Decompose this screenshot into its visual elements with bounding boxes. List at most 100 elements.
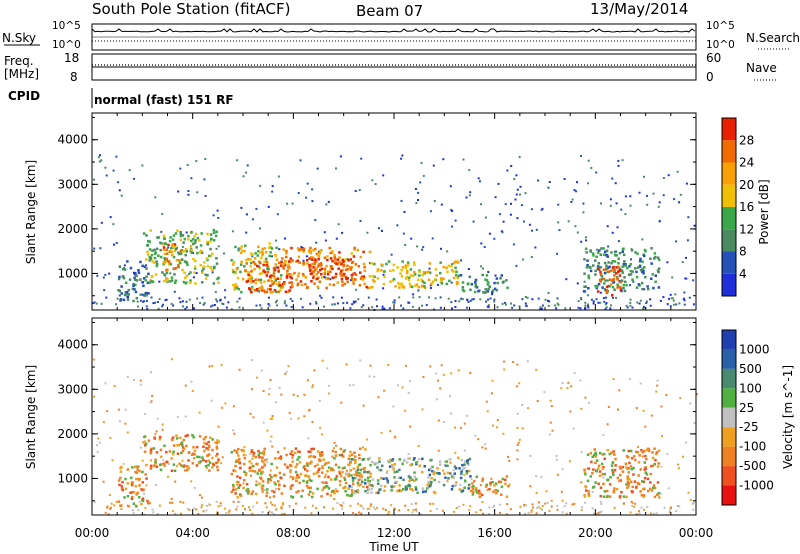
data-pixel: [521, 298, 524, 301]
data-pixel: [647, 489, 650, 493]
data-pixel: [474, 434, 477, 437]
data-pixel: [308, 455, 311, 459]
data-pixel: [196, 297, 199, 300]
data-pixel: [644, 471, 647, 474]
data-pixel: [245, 482, 249, 486]
data-pixel: [215, 500, 218, 503]
data-pixel: [210, 305, 213, 308]
data-pixel: [239, 247, 242, 250]
data-pixel: [631, 504, 634, 507]
data-pixel: [620, 491, 623, 494]
colorbar-swatch: [722, 251, 736, 274]
data-pixel: [491, 293, 494, 296]
data-pixel: [217, 440, 220, 444]
data-pixel: [266, 458, 269, 461]
data-pixel: [484, 485, 488, 488]
data-pixel: [491, 289, 495, 292]
data-pixel: [326, 273, 330, 276]
data-pixel: [602, 476, 605, 479]
data-pixel: [652, 484, 656, 487]
data-pixel: [615, 202, 618, 205]
data-pixel: [557, 303, 560, 306]
y-tick-label: 2000: [57, 222, 88, 236]
data-pixel: [236, 276, 240, 280]
data-pixel: [188, 273, 191, 276]
data-pixel: [468, 509, 471, 512]
data-pixel: [425, 304, 428, 306]
data-pixel: [642, 306, 645, 308]
data-pixel: [350, 274, 354, 277]
data-pixel: [467, 300, 470, 303]
data-pixel: [241, 504, 244, 507]
data-pixel: [573, 502, 576, 505]
data-pixel: [629, 302, 632, 304]
data-pixel: [130, 491, 133, 494]
data-pixel: [240, 245, 244, 248]
data-pixel: [123, 293, 127, 297]
data-pixel: [233, 432, 236, 435]
data-pixel: [653, 486, 657, 490]
data-pixel: [323, 272, 327, 276]
data-pixel: [420, 161, 423, 164]
data-pixel: [584, 485, 587, 488]
data-pixel: [598, 474, 602, 478]
data-pixel: [246, 164, 249, 167]
data-pixel: [147, 292, 150, 295]
data-pixel: [462, 503, 465, 506]
data-pixel: [357, 463, 361, 467]
data-pixel: [635, 407, 638, 410]
data-pixel: [186, 263, 189, 267]
data-pixel: [170, 469, 174, 472]
data-pixel: [173, 243, 177, 246]
data-pixel: [258, 286, 261, 290]
data-pixel: [181, 446, 185, 449]
data-pixel: [275, 246, 278, 250]
data-pixel: [250, 359, 253, 362]
data-pixel: [452, 276, 456, 280]
data-pixel: [330, 478, 333, 481]
data-pixel: [414, 502, 417, 505]
data-pixel: [202, 437, 206, 441]
data-pixel: [369, 364, 372, 367]
data-pixel: [644, 275, 647, 279]
data-pixel: [482, 291, 485, 294]
data-pixel: [171, 243, 174, 246]
data-pixel: [217, 217, 220, 219]
data-pixel: [206, 454, 209, 457]
data-pixel: [354, 300, 357, 303]
data-pixel: [556, 504, 559, 507]
data-pixel: [602, 253, 606, 256]
data-pixel: [407, 278, 411, 282]
data-pixel: [139, 299, 142, 302]
data-pixel: [298, 481, 301, 485]
data-pixel: [341, 268, 344, 272]
data-pixel: [420, 284, 424, 288]
data-pixel: [115, 155, 118, 158]
data-pixel: [242, 462, 246, 466]
data-pixel: [629, 449, 633, 453]
data-pixel: [149, 256, 152, 260]
data-pixel: [641, 260, 644, 263]
data-pixel: [148, 240, 151, 243]
data-pixel: [293, 271, 296, 275]
data-pixel: [161, 305, 164, 308]
data-pixel: [209, 436, 212, 439]
data-pixel: [205, 447, 208, 450]
data-pixel: [234, 464, 237, 468]
data-pixel: [291, 456, 294, 459]
data-pixel: [524, 512, 527, 515]
data-pixel: [221, 302, 224, 305]
data-pixel: [280, 262, 283, 266]
data-pixel: [625, 455, 629, 458]
x-tick-label: 00:00: [679, 526, 714, 540]
data-pixel: [591, 472, 594, 475]
data-pixel: [589, 250, 592, 253]
data-pixel: [130, 482, 134, 485]
data-pixel: [124, 422, 127, 425]
data-pixel: [242, 453, 246, 457]
data-pixel: [555, 307, 558, 310]
data-pixel: [315, 260, 318, 264]
data-pixel: [291, 282, 294, 286]
data-pixel: [612, 278, 615, 281]
data-pixel: [390, 489, 393, 492]
